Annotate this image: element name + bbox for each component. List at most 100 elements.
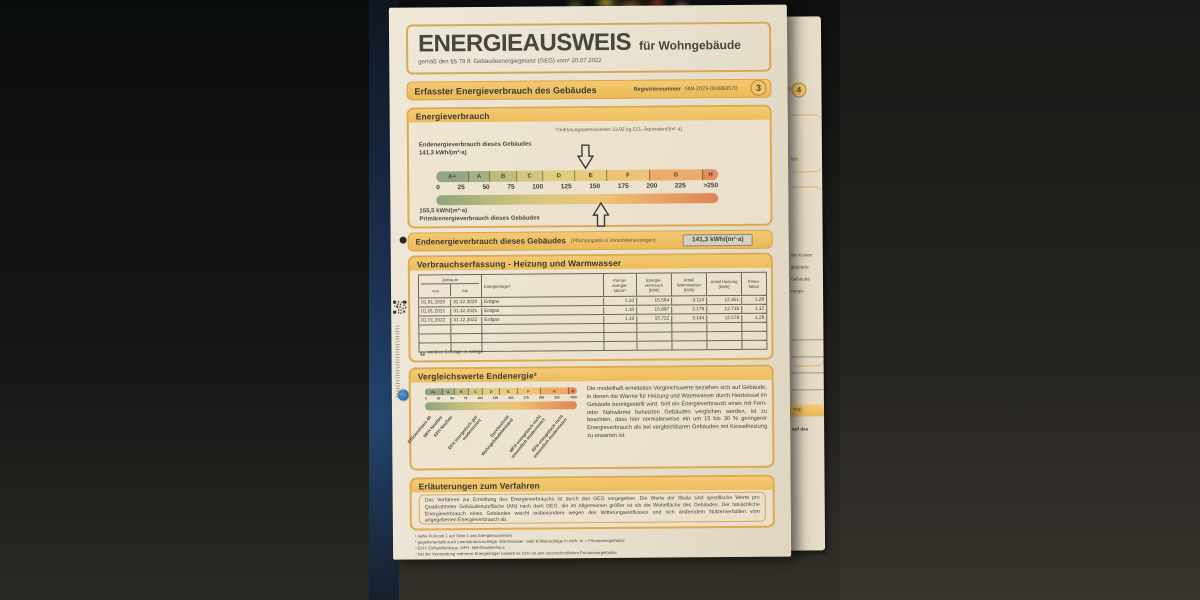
scale-tick: 175 bbox=[617, 182, 629, 190]
footnotes: ¹ siehe Fußnote 1 auf Seite 1 des Energi… bbox=[415, 531, 765, 558]
end-energy-value: 141,3 kWh/(m²·a) bbox=[418, 149, 467, 156]
cell-pef: 1,10 bbox=[603, 297, 637, 305]
energy-class-segment: H bbox=[568, 387, 577, 395]
more-entries-checkbox bbox=[420, 350, 425, 355]
verbrauchserfassung-header: Verbrauchserfassung - Heizung und Warmwa… bbox=[409, 254, 771, 271]
end-energy-result-label: Endenergieverbrauch dieses Gebäudes bbox=[415, 236, 566, 247]
cell-warmwasser: 3.179 bbox=[671, 305, 707, 314]
energieverbrauch-section: Energieverbrauch Treibhausgasemissionen … bbox=[406, 104, 773, 229]
vergleichswerte-section: Vergleichswerte Endenergie³ A+ A B C D E… bbox=[406, 364, 775, 471]
cell-bis: 31.12.2022 bbox=[450, 316, 482, 324]
scale-tick: 50 bbox=[450, 396, 454, 401]
comparison-class-scale: A+ A B C D E F G H bbox=[424, 387, 577, 396]
cell-verbrauch: 15.564 bbox=[636, 297, 672, 305]
cell-pef: 1,10 bbox=[603, 306, 637, 314]
registration-number-value: NW-2023-004884570 bbox=[684, 85, 738, 92]
cell-warmwasser: 3.144 bbox=[671, 314, 707, 323]
cell-klimafaktor: 1,28 bbox=[741, 296, 767, 304]
page-4-text-fragment: lich bbox=[790, 156, 798, 162]
scale-tick: 150 bbox=[589, 183, 601, 191]
scale-tick: 125 bbox=[560, 183, 572, 191]
erlaeuterungen-title: Erläuterungen zum Verfahren bbox=[418, 480, 540, 491]
col-zeitraum: Zeitraum von bis bbox=[419, 275, 481, 297]
col-energietraeger-label: Energieträger² bbox=[480, 274, 604, 297]
end-energy-label: Endenergieverbrauch dieses Gebäudes bbox=[418, 141, 532, 149]
page-4-table-line bbox=[791, 389, 824, 391]
energy-class-segment: F bbox=[516, 387, 540, 395]
energy-class-segment: G bbox=[648, 169, 703, 181]
more-entries-label: weitere Einträge in Anlage bbox=[427, 349, 484, 356]
punch-hole bbox=[399, 236, 407, 244]
registration-number-label: Registriernummer bbox=[633, 85, 681, 93]
energy-class-segment: B bbox=[453, 388, 468, 396]
scale-tick: 75 bbox=[507, 183, 515, 191]
scale-tick: 150 bbox=[508, 395, 514, 400]
primary-energy-marker-up-icon bbox=[592, 201, 610, 227]
erlaeuterungen-paragraph: Das Verfahren zur Ermittlung des Energie… bbox=[424, 494, 760, 524]
col-klimafaktor-label: Klima- faktor bbox=[740, 272, 767, 295]
page-4-edge: 570 4 lich die Kosten gesparte Gebäude n… bbox=[784, 16, 826, 551]
scale-tick: >250 bbox=[569, 395, 577, 400]
erlaeuterungen-text-box: Das Verfahren zur Ermittlung des Energie… bbox=[418, 491, 766, 525]
primary-energy-gradient-bar bbox=[436, 193, 719, 206]
page-4-number-badge: 4 bbox=[791, 82, 807, 98]
cell-von: 01.01.2020 bbox=[421, 299, 446, 305]
cell-energietraeger: Erdgas bbox=[481, 297, 604, 306]
page-4-table-line bbox=[791, 372, 824, 374]
scale-tick: 0 bbox=[436, 184, 440, 192]
end-energy-label-block: Endenergieverbrauch dieses Gebäudes 141,… bbox=[419, 142, 539, 158]
col-von-label: von bbox=[432, 287, 439, 293]
margin-vertical-text bbox=[395, 325, 400, 398]
primary-energy-label-block: 155,5 kWh/(m²·a) Primärenergieverbrauch … bbox=[419, 207, 579, 223]
energy-class-segment: C bbox=[467, 387, 483, 396]
energy-class-segment: E bbox=[574, 170, 607, 182]
comparison-paragraph: Die modellhaft ermittelten Vergleichswer… bbox=[586, 384, 768, 440]
comparison-scale-ticks: 0 25 50 75 100 125 150 175 200 225 >250 bbox=[425, 395, 577, 400]
cell-heizung: 12.451 bbox=[706, 296, 742, 304]
col-bis-label: bis bbox=[449, 284, 480, 297]
scale-tick: 75 bbox=[463, 396, 468, 401]
cell-klimafaktor: 1,12 bbox=[741, 305, 767, 313]
page-4-text-fragment: gesparte bbox=[790, 264, 809, 270]
energy-class-segment: A+ bbox=[436, 171, 469, 183]
page-4-text-fragment: die Kosten bbox=[790, 252, 813, 258]
scale-tick: 200 bbox=[538, 395, 545, 400]
cell-verbrauch: 15.722 bbox=[636, 315, 672, 323]
cell-heizung: 12.718 bbox=[706, 305, 742, 313]
end-energy-result-bar: Endenergieverbrauch dieses Gebäudes (Pfl… bbox=[407, 229, 773, 252]
verbrauchserfassung-title: Verbrauchserfassung - Heizung und Warmwa… bbox=[416, 257, 622, 270]
scale-tick: 175 bbox=[523, 395, 529, 400]
erlaeuterungen-header: Erläuterungen zum Verfahren bbox=[411, 476, 773, 493]
punch-hole-reinforcement bbox=[397, 389, 409, 401]
vergleichswerte-header: Vergleichswerte Endenergie³ bbox=[410, 366, 772, 383]
table-header-row: Zeitraum von bis Energieträger² Primär- … bbox=[419, 272, 767, 298]
page-3-number-badge: 3 bbox=[750, 79, 767, 96]
cell-warmwasser: 3.113 bbox=[671, 296, 707, 305]
end-energy-result-value: 141,3 kWh/(m²·a) bbox=[682, 233, 753, 246]
energy-scale-ticks: 0 25 50 75 100 125 150 175 200 225 >250 bbox=[436, 182, 718, 191]
energy-class-segment: B bbox=[489, 170, 516, 182]
cell-pef: 1,10 bbox=[603, 315, 637, 323]
page-4-text-fragment: auf das bbox=[792, 426, 809, 432]
energy-class-segment: E bbox=[499, 387, 517, 395]
scale-tick: 0 bbox=[424, 396, 427, 401]
end-energy-result-note: (Pflichtangabe in Immobilienanzeigen) bbox=[570, 237, 656, 244]
energy-class-segment: G bbox=[539, 387, 569, 395]
energy-class-segment: A bbox=[441, 388, 454, 396]
document-title: ENERGIEAUSWEIS bbox=[417, 28, 632, 58]
energy-class-segment: D bbox=[542, 170, 575, 182]
scale-tick: 25 bbox=[457, 184, 465, 192]
primary-energy-label: Primärenergieverbrauch dieses Gebäudes bbox=[419, 215, 540, 222]
scale-tick: 100 bbox=[477, 395, 483, 401]
scale-tick: >250 bbox=[703, 182, 719, 190]
energy-class-segment: C bbox=[515, 170, 543, 182]
paper-stack: 570 4 lich die Kosten gesparte Gebäude n… bbox=[388, 4, 827, 565]
scale-tick: 25 bbox=[436, 396, 441, 401]
page-4-text-fragment: nergie bbox=[791, 288, 804, 294]
energy-class-segment: F bbox=[606, 169, 649, 182]
section-header-title: Erfasster Energieverbrauch des Gebäudes bbox=[414, 84, 597, 97]
verbrauchserfassung-section: Verbrauchserfassung - Heizung und Warmwa… bbox=[407, 252, 774, 363]
cell-verbrauch: 15.897 bbox=[636, 306, 672, 314]
energy-class-segment: D bbox=[482, 387, 500, 395]
vergleichswerte-title: Vergleichswerte Endenergie³ bbox=[417, 370, 537, 381]
